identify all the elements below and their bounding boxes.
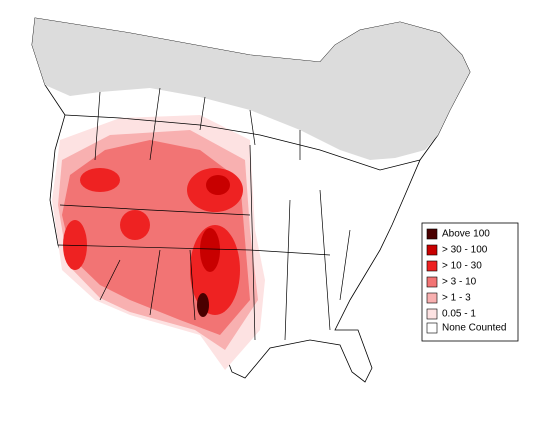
legend-label: > 3 - 10 [442, 277, 477, 288]
abundance-areas [52, 115, 265, 370]
borders [57, 87, 421, 341]
legend-label: Above 100 [442, 229, 490, 240]
legend-swatch [426, 260, 438, 272]
legend-swatch [426, 322, 438, 334]
border [94, 87, 301, 161]
map-layer [31, 17, 471, 383]
legend-swatch [426, 292, 438, 304]
legend-label: > 30 - 100 [442, 245, 488, 256]
legend-label: None Counted [442, 323, 507, 334]
no-survey-region [32, 18, 470, 160]
legend-swatch [426, 228, 438, 240]
border [64, 114, 421, 171]
area-max [197, 293, 209, 317]
legend-swatch [426, 308, 438, 320]
legend-label: > 1 - 3 [442, 293, 471, 304]
legend-label: > 10 - 30 [442, 261, 482, 272]
area-high [63, 220, 87, 270]
legend-box [421, 222, 519, 342]
legend: Above 100 > 30 - 100 > 10 - 30 > 3 - 10 > 1 … [426, 228, 507, 334]
area-high [80, 168, 120, 192]
border [57, 144, 351, 341]
legend-swatch [426, 244, 438, 256]
area-vhigh [200, 228, 220, 272]
area-high [120, 210, 150, 240]
area-vhigh [206, 175, 230, 195]
legend-label: 0.05 - 1 [442, 309, 476, 320]
legend-swatch [426, 276, 438, 288]
